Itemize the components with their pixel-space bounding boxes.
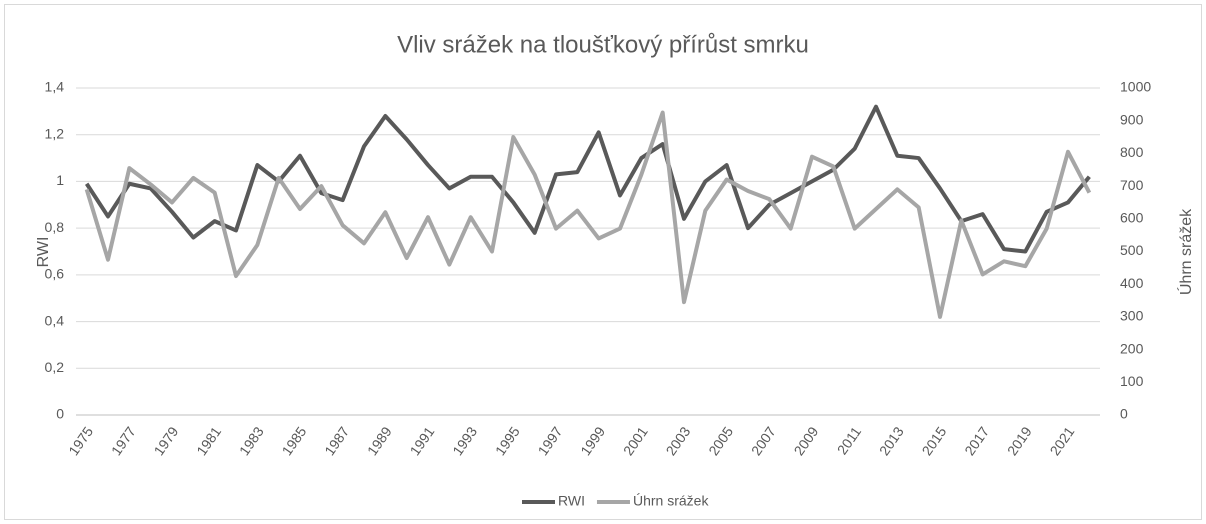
legend-label: Úhrn srážek	[633, 493, 709, 509]
y2-tick-label: 900	[1120, 111, 1144, 127]
y2-tick-label: 1000	[1120, 79, 1151, 95]
y2-tick-label: 400	[1120, 275, 1144, 291]
y2-tick-label: 0	[1120, 406, 1128, 422]
y-tick-label: 0,2	[45, 359, 65, 375]
y2-tick-label: 800	[1120, 144, 1144, 160]
series-line	[84, 110, 1092, 319]
y2-tick-label: 600	[1120, 210, 1144, 226]
y2-tick-label: 200	[1120, 340, 1144, 356]
series-line	[84, 104, 1091, 254]
y-tick-label: 0,4	[45, 312, 65, 328]
y-tick-label: 1,4	[45, 79, 65, 95]
y2-tick-label: 100	[1120, 373, 1144, 389]
y2-tick-label: 500	[1120, 242, 1144, 258]
chart-title: Vliv srážek na tloušťkový přírůst smrku	[397, 31, 809, 58]
y-tick-label: 1	[56, 172, 64, 188]
y-tick-label: 1,2	[45, 125, 65, 141]
y-tick-label: 0,8	[45, 219, 65, 235]
y-tick-label: 0,6	[45, 266, 65, 282]
y2-axis-title: Úhrn srážek	[1176, 208, 1195, 295]
y2-tick-label: 300	[1120, 308, 1144, 324]
y2-tick-label: 700	[1120, 177, 1144, 193]
y-tick-label: 0	[56, 406, 64, 422]
y-axis-title: RWI	[35, 237, 52, 268]
legend-label: RWI	[558, 493, 585, 509]
